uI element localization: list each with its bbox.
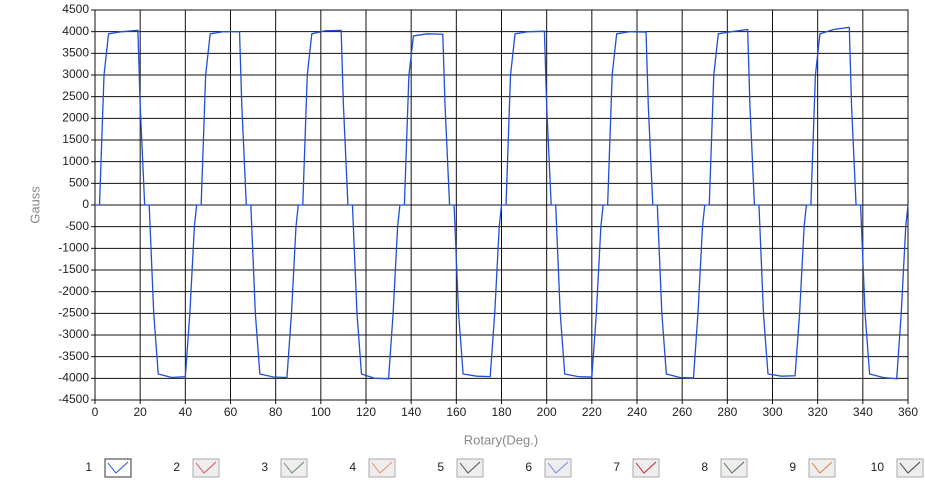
legend-swatch bbox=[632, 458, 660, 478]
y-tick-label: 500 bbox=[69, 176, 89, 190]
y-tick-label: 2000 bbox=[62, 111, 89, 125]
legend-line bbox=[635, 461, 657, 474]
y-tick-label: -4500 bbox=[58, 392, 89, 406]
x-tick-label: 280 bbox=[717, 405, 737, 419]
x-tick-label: 240 bbox=[627, 405, 647, 419]
legend-swatch bbox=[808, 458, 836, 478]
legend-label: 7 bbox=[613, 460, 620, 474]
legend-swatch bbox=[456, 458, 484, 478]
legend-swatch bbox=[280, 458, 308, 478]
legend-label: 10 bbox=[871, 460, 885, 474]
x-tick-label: 60 bbox=[224, 405, 238, 419]
y-tick-label: -2500 bbox=[58, 306, 89, 320]
x-tick-label: 320 bbox=[808, 405, 828, 419]
x-tick-label: 40 bbox=[179, 405, 193, 419]
legend-label: 2 bbox=[173, 460, 180, 474]
x-tick-label: 100 bbox=[311, 405, 331, 419]
legend-label: 3 bbox=[261, 460, 268, 474]
x-tick-label: 0 bbox=[92, 405, 99, 419]
legend-line bbox=[283, 461, 305, 474]
y-tick-label: -1000 bbox=[58, 241, 89, 255]
legend-swatch bbox=[104, 458, 132, 478]
y-tick-label: 0 bbox=[82, 197, 89, 211]
x-tick-label: 180 bbox=[491, 405, 511, 419]
x-tick-label: 80 bbox=[269, 405, 283, 419]
x-axis-label: Rotary(Deg.) bbox=[464, 432, 538, 447]
x-tick-label: 360 bbox=[898, 405, 918, 419]
legend-line bbox=[547, 461, 569, 474]
y-axis-label: Gauss bbox=[27, 186, 42, 224]
y-tick-label: 4500 bbox=[62, 2, 89, 16]
legend-line bbox=[107, 461, 129, 474]
data-line bbox=[95, 26, 909, 380]
y-tick-label: -3500 bbox=[58, 349, 89, 363]
legend-line bbox=[811, 461, 833, 474]
y-tick-label: -500 bbox=[65, 219, 89, 233]
y-tick-label: 1500 bbox=[62, 132, 89, 146]
y-tick-label: 4000 bbox=[62, 24, 89, 38]
legend-line bbox=[899, 461, 921, 474]
y-tick-label: -4000 bbox=[58, 371, 89, 385]
y-tick-label: -2000 bbox=[58, 284, 89, 298]
x-tick-label: 140 bbox=[401, 405, 421, 419]
legend-line bbox=[195, 461, 217, 474]
x-tick-label: 20 bbox=[133, 405, 147, 419]
y-tick-label: -1500 bbox=[58, 262, 89, 276]
x-tick-label: 200 bbox=[537, 405, 557, 419]
legend-swatch bbox=[368, 458, 396, 478]
legend-swatch bbox=[720, 458, 748, 478]
legend-swatch bbox=[192, 458, 220, 478]
legend-label: 1 bbox=[85, 460, 92, 474]
x-tick-label: 260 bbox=[672, 405, 692, 419]
legend-label: 8 bbox=[701, 460, 708, 474]
legend-swatch bbox=[544, 458, 572, 478]
y-tick-label: -3000 bbox=[58, 327, 89, 341]
legend-line bbox=[459, 461, 481, 474]
y-tick-label: 1000 bbox=[62, 154, 89, 168]
y-tick-label: 3500 bbox=[62, 46, 89, 60]
legend-line bbox=[371, 461, 393, 474]
legend-label: 9 bbox=[789, 460, 796, 474]
x-tick-label: 220 bbox=[582, 405, 602, 419]
legend-label: 6 bbox=[525, 460, 532, 474]
x-tick-label: 340 bbox=[853, 405, 873, 419]
y-tick-label: 2500 bbox=[62, 89, 89, 103]
legend-line bbox=[723, 461, 745, 474]
y-tick-label: 3000 bbox=[62, 67, 89, 81]
x-tick-label: 120 bbox=[356, 405, 376, 419]
x-tick-label: 300 bbox=[762, 405, 782, 419]
legend-swatch bbox=[896, 458, 924, 478]
x-tick-label: 160 bbox=[446, 405, 466, 419]
legend-label: 5 bbox=[437, 460, 444, 474]
legend-label: 4 bbox=[349, 460, 356, 474]
